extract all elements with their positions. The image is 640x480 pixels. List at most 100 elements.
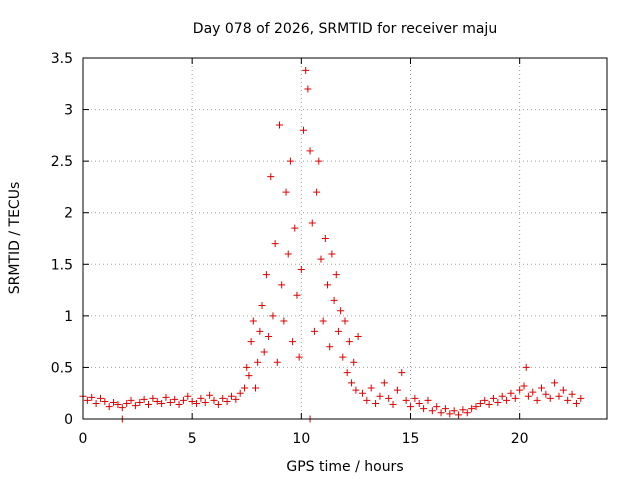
data-point [572, 400, 580, 408]
data-point [455, 411, 463, 419]
data-point [175, 401, 183, 409]
data-point [140, 395, 148, 403]
data-point [289, 338, 297, 346]
data-point [407, 403, 414, 411]
x-tick-label: 5 [188, 431, 197, 447]
data-point [193, 400, 201, 408]
plot-frame [82, 57, 608, 420]
data-point [123, 400, 131, 408]
data-point [498, 392, 506, 400]
data-point [232, 395, 240, 403]
data-point [372, 400, 380, 408]
data-point [118, 404, 126, 412]
data-point [127, 396, 135, 404]
data-point [286, 157, 294, 165]
x-tick-label: 15 [402, 431, 420, 447]
data-point [162, 393, 170, 401]
data-point [546, 394, 554, 402]
data-point [472, 403, 480, 411]
data-point [271, 240, 279, 248]
data-point [385, 394, 393, 402]
data-point [149, 394, 157, 402]
data-point [551, 379, 559, 387]
data-point [197, 394, 205, 402]
data-point [284, 250, 292, 258]
data-point [317, 255, 325, 263]
data-point [468, 405, 476, 413]
data-point [343, 369, 351, 377]
data-point [459, 406, 467, 414]
data-point [542, 390, 550, 398]
data-point [88, 393, 96, 401]
grid [83, 58, 607, 419]
data-point [293, 291, 301, 299]
data-point [420, 405, 428, 413]
data-point [564, 396, 572, 404]
data-point [201, 398, 209, 406]
data-point [337, 307, 345, 315]
data-point [529, 388, 537, 396]
data-point [145, 401, 152, 409]
data-point [282, 188, 290, 196]
data-point [424, 396, 432, 404]
data-point [380, 379, 388, 387]
data-point [393, 386, 401, 394]
data-point [236, 389, 244, 397]
data-point [245, 372, 253, 380]
data-point [350, 358, 358, 366]
data-point [376, 392, 384, 400]
data-point [476, 400, 484, 408]
data-point [522, 363, 530, 371]
y-tick-label: 2 [64, 206, 73, 222]
data-point [559, 386, 567, 394]
data-points [79, 66, 585, 423]
data-point [247, 338, 255, 346]
data-point [339, 353, 347, 361]
data-point [158, 400, 166, 408]
data-point [516, 386, 524, 394]
data-point [206, 391, 214, 399]
data-point [433, 403, 441, 411]
data-point [402, 396, 410, 404]
data-point [214, 401, 222, 409]
data-point [227, 392, 235, 400]
data-point [315, 157, 323, 165]
data-point [568, 390, 576, 398]
x-tick-label: 10 [292, 431, 310, 447]
data-point [332, 271, 340, 279]
data-point [280, 317, 288, 325]
data-point [352, 386, 360, 394]
y-tick-label: 1 [64, 309, 73, 325]
data-point [304, 85, 312, 93]
y-tick-label: 2.5 [51, 154, 73, 170]
data-point [210, 396, 218, 404]
data-point [92, 400, 100, 408]
data-point [577, 394, 585, 402]
chart-title: Day 078 of 2026, SRMTID for receiver maj… [193, 21, 497, 37]
data-point [411, 394, 419, 402]
data-point [153, 397, 161, 405]
data-point [415, 400, 423, 408]
data-point [555, 392, 563, 400]
data-point [398, 369, 406, 377]
data-point [538, 384, 545, 392]
data-point [114, 401, 122, 409]
data-point [446, 410, 454, 418]
data-point [358, 389, 366, 397]
data-point [485, 401, 493, 409]
data-point [256, 327, 264, 335]
data-point [265, 332, 273, 340]
data-point [437, 409, 445, 417]
x-axis-label: GPS time / hours [286, 459, 403, 475]
data-point [324, 281, 332, 289]
data-point [291, 224, 299, 232]
x-tick-label: 20 [511, 431, 529, 447]
data-point [223, 397, 231, 405]
data-point [105, 403, 113, 411]
data-point [136, 398, 144, 406]
data-point [243, 363, 251, 371]
data-point [273, 358, 281, 366]
x-tick-label: 0 [79, 431, 88, 447]
data-point [533, 396, 541, 404]
